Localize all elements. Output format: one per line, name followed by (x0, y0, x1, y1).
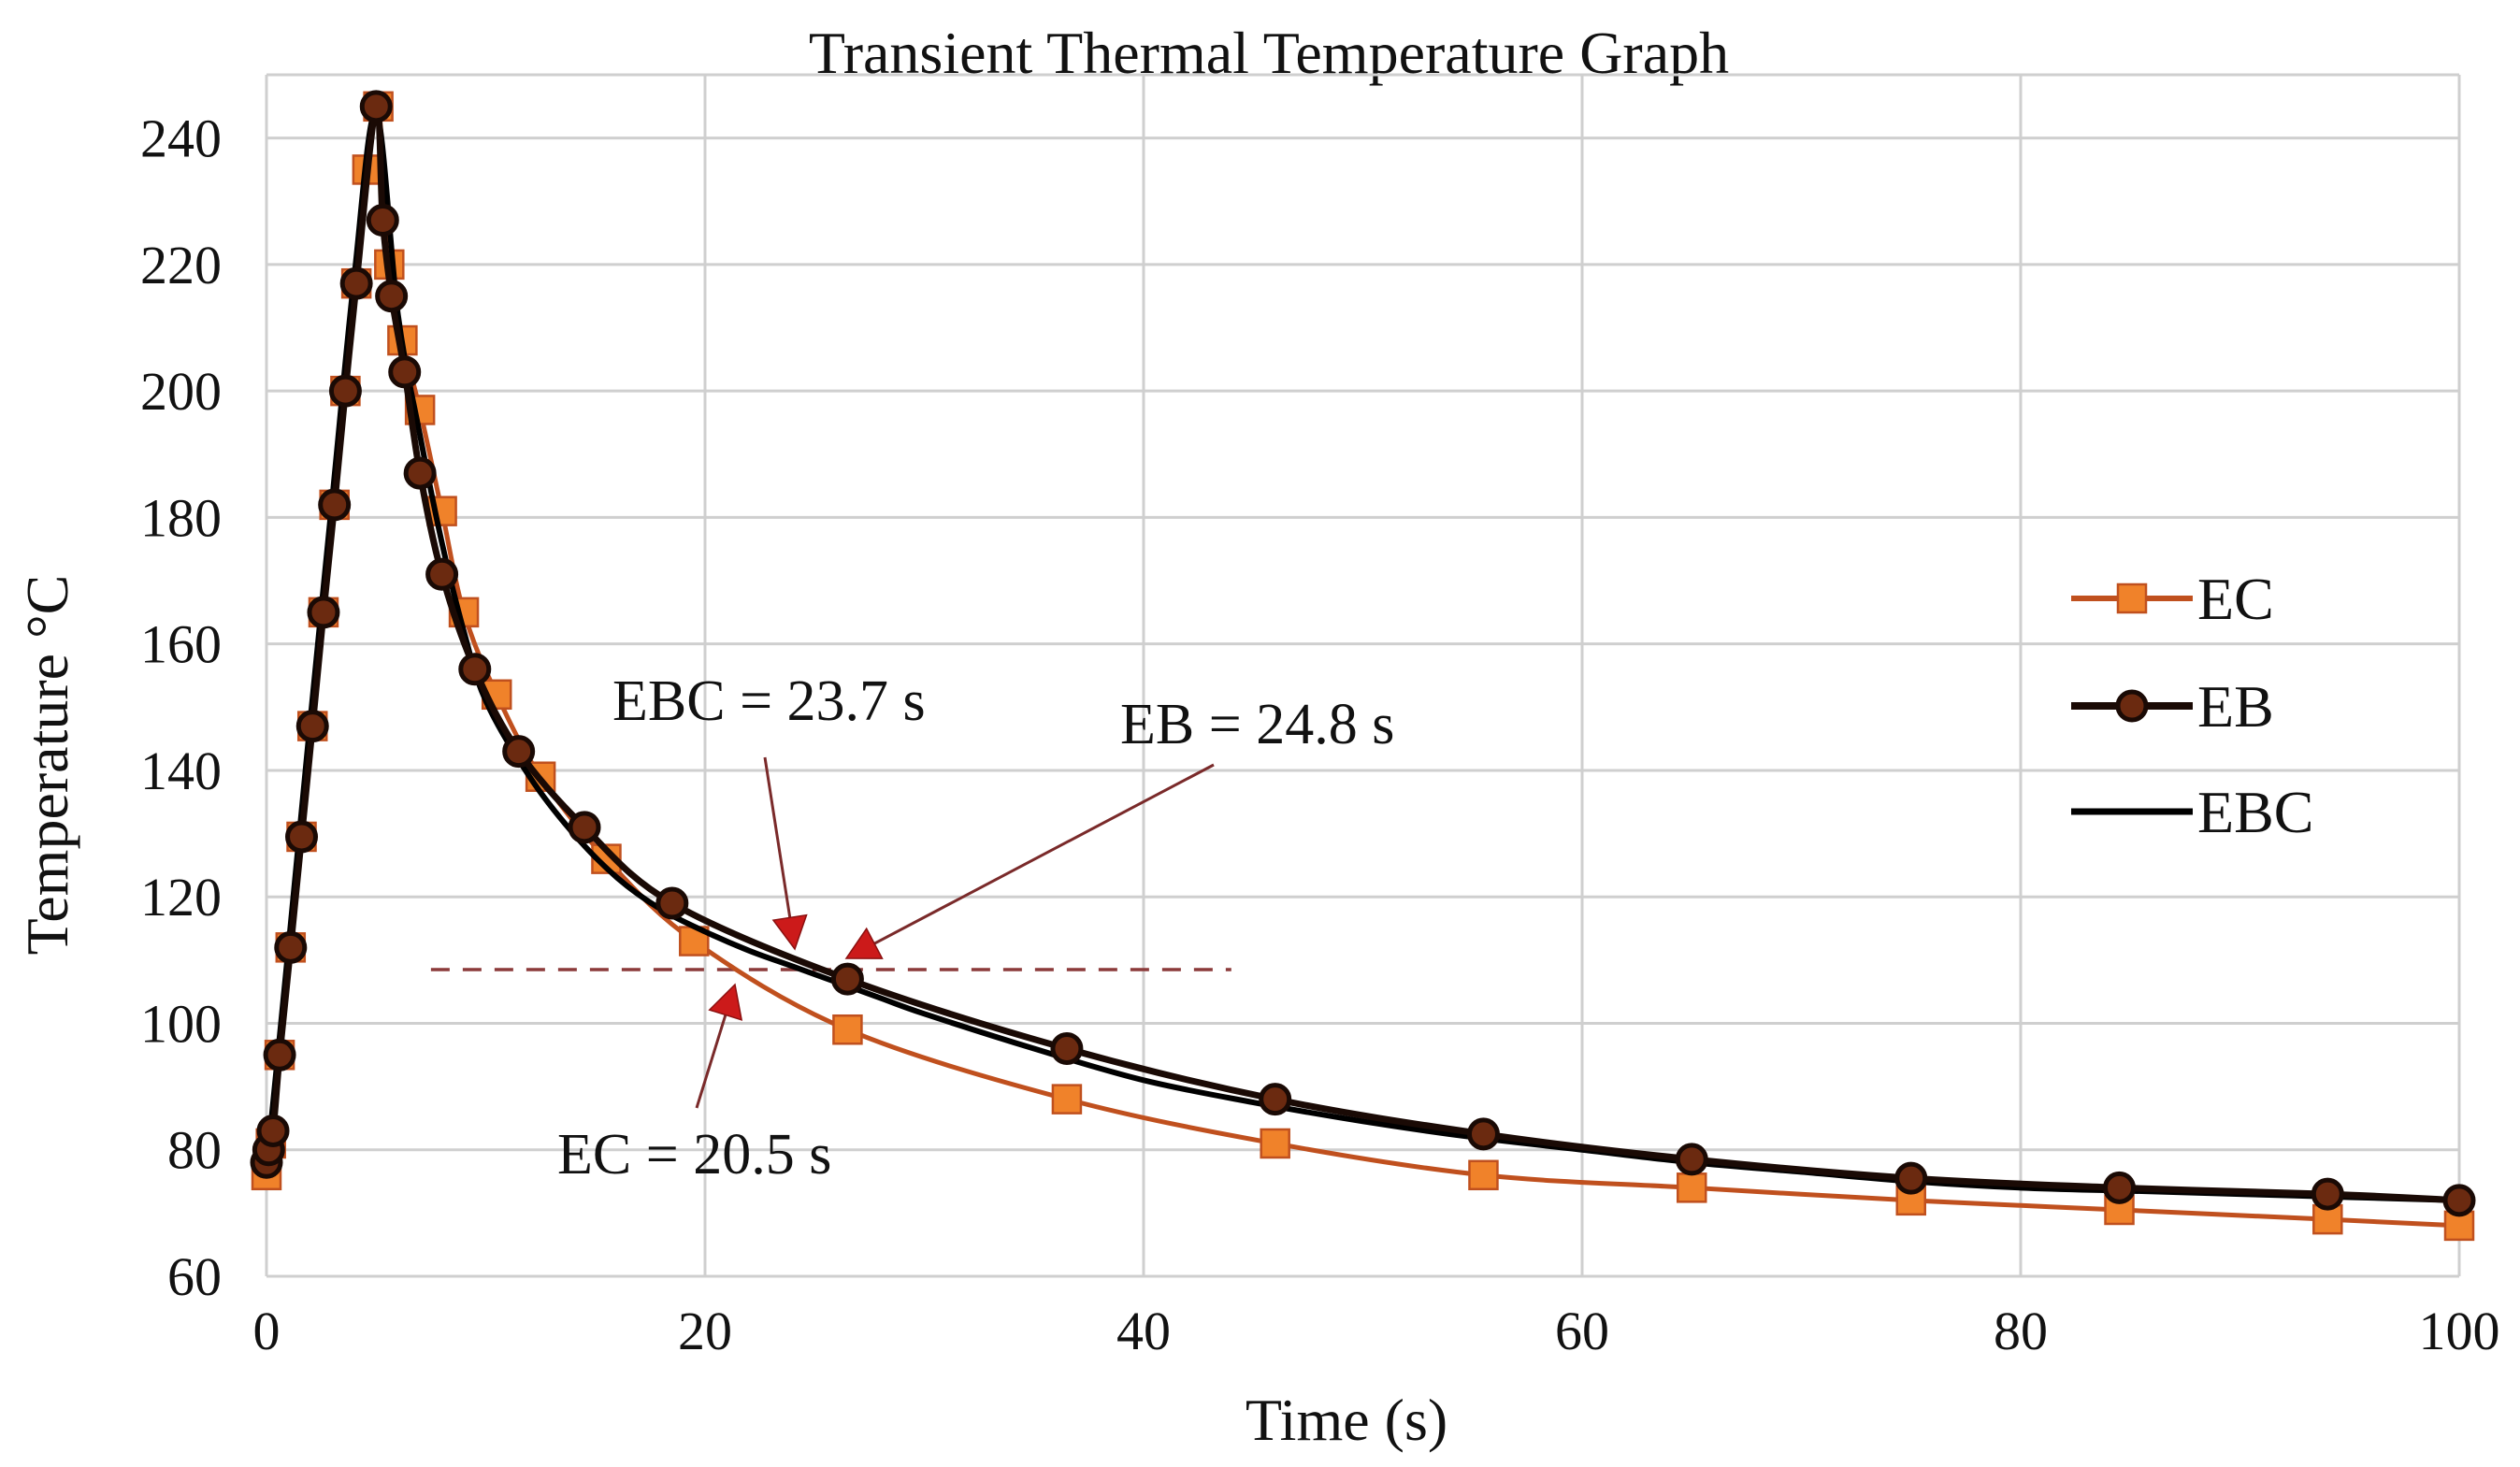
data-point-eb (375, 280, 409, 313)
x-tick-label: 60 (1555, 1301, 1609, 1361)
data-point-eb (328, 374, 362, 408)
y-tick-label: 160 (140, 614, 222, 675)
gridlines (265, 73, 2461, 1278)
data-point-ec (832, 1014, 863, 1045)
y-tick-label: 80 (167, 1120, 222, 1181)
data-point-eb (274, 930, 308, 964)
legend-label: EC (2197, 566, 2274, 632)
data-point-eb (2103, 1171, 2137, 1204)
annotation-arrowhead (771, 913, 808, 951)
y-tick-label: 240 (140, 108, 222, 169)
x-tick-label: 0 (253, 1301, 281, 1361)
legend-marker-square (2116, 582, 2148, 614)
annotation-2: EC = 20.5 s (557, 983, 831, 1187)
annotation-1: EB = 24.8 s (844, 693, 1394, 959)
y-tick-label: 200 (140, 361, 222, 422)
legend: EC EB EBC (2071, 566, 2313, 845)
data-point-eb (2442, 1184, 2476, 1217)
data-point-eb (502, 735, 536, 769)
series-line-eb (263, 102, 2460, 1204)
data-point-eb (1894, 1161, 1928, 1195)
legend-label: EBC (2197, 779, 2313, 845)
data-point-eb (1675, 1143, 1708, 1176)
x-tick-label: 100 (2419, 1301, 2500, 1361)
annotation-leader-line (873, 763, 1215, 945)
data-point-eb (339, 266, 373, 300)
y-tick-label: 220 (140, 235, 222, 295)
legend-item-eb: EB (2071, 673, 2274, 740)
data-point-eb (318, 488, 352, 522)
series-ebc (264, 109, 2460, 1203)
data-point-eb (458, 653, 492, 686)
data-point-eb (1050, 1032, 1084, 1066)
series-layer (250, 90, 2476, 1242)
data-point-eb (359, 90, 393, 123)
data-point-eb (295, 710, 329, 743)
annotation-layer: EBC = 23.7 s EB = 24.8 s EC = 20.5 s (557, 669, 1394, 1187)
data-point-eb (655, 886, 689, 920)
data-point-eb (256, 1114, 290, 1147)
annotation-label: EB = 24.8 s (1120, 693, 1394, 756)
data-point-eb (263, 1038, 296, 1071)
annotation-arrowhead (708, 983, 743, 1021)
data-point-eb (366, 204, 399, 237)
y-tick-label: 120 (140, 867, 222, 928)
tick-labels: 0 20 40 60 80 100 60 80 100 120 140 160 180 200 220 240 (140, 108, 2500, 1361)
legend-item-ebc: EBC (2071, 779, 2313, 845)
x-axis-title: Time (s) (1246, 1387, 1447, 1453)
x-tick-label: 80 (1994, 1301, 2048, 1361)
legend-label: EB (2197, 673, 2274, 740)
series-line-ec (264, 101, 2460, 1229)
data-point-eb (307, 596, 340, 629)
data-point-eb (388, 355, 422, 389)
data-point-eb (2311, 1177, 2344, 1211)
annotation-arrowhead (844, 927, 884, 959)
data-point-eb (830, 962, 864, 996)
data-point-ec (1468, 1159, 1499, 1191)
data-point-ec (1260, 1128, 1290, 1159)
data-point-eb (425, 557, 459, 591)
legend-marker-circle (2115, 689, 2149, 723)
data-point-ec (1051, 1084, 1083, 1115)
series-line-ebc (264, 109, 2460, 1203)
data-point-eb (1466, 1117, 1500, 1151)
data-point-eb (403, 456, 437, 490)
y-tick-label: 60 (167, 1246, 222, 1307)
annotation-label: EC = 20.5 s (557, 1123, 831, 1187)
data-point-eb (285, 820, 319, 854)
annotation-leader-line (763, 756, 792, 918)
data-point-ec (1677, 1172, 1707, 1203)
y-axis-title: Temperature °C (14, 575, 80, 956)
annotation-label: EBC = 23.7 s (612, 669, 926, 733)
data-point-eb (1259, 1083, 1292, 1116)
legend-item-ec: EC (2071, 566, 2274, 632)
x-tick-label: 40 (1116, 1301, 1171, 1361)
y-tick-label: 100 (140, 993, 222, 1054)
data-point-eb (568, 811, 601, 844)
annotation-leader-line (695, 1014, 727, 1109)
series-eb (250, 90, 2476, 1217)
annotation-0: EBC = 23.7 s (612, 669, 926, 951)
y-tick-label: 180 (140, 487, 222, 548)
x-tick-label: 20 (678, 1301, 732, 1361)
y-tick-label: 140 (140, 741, 222, 801)
